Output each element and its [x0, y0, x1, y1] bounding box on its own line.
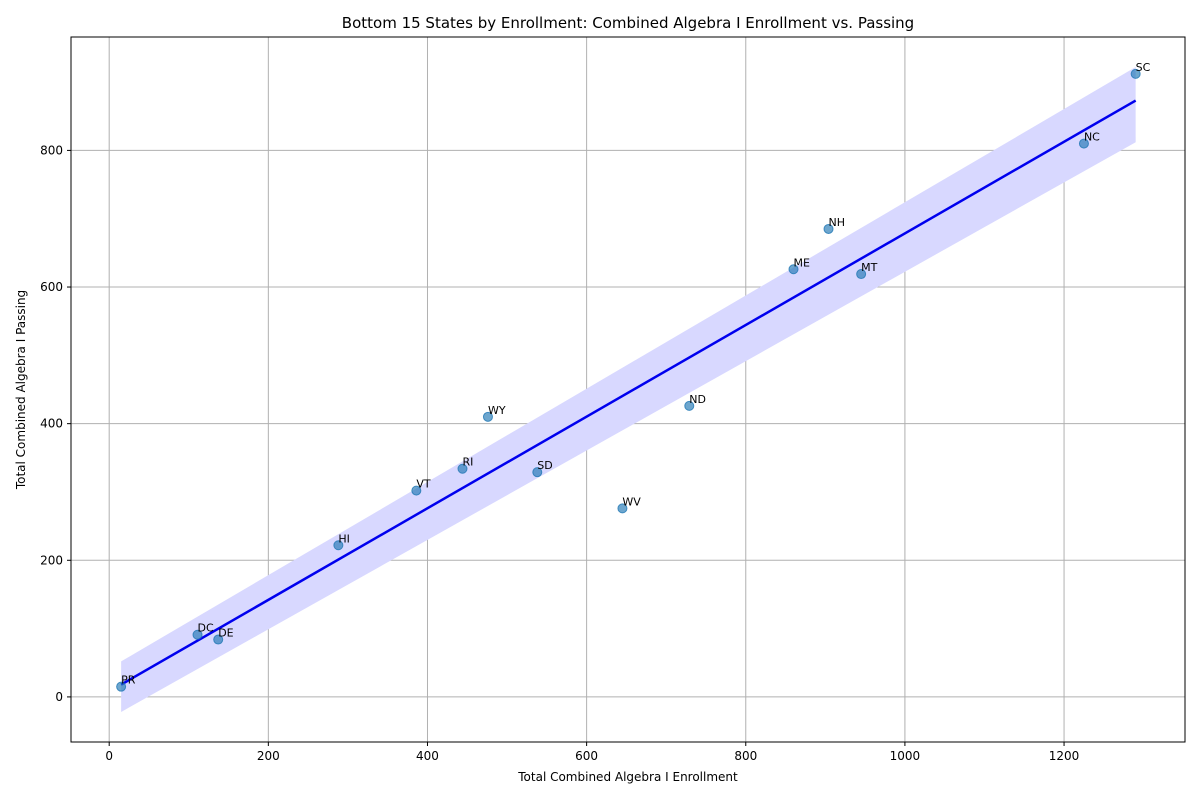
data-point-me	[788, 264, 799, 275]
data-point-nd	[684, 400, 695, 411]
data-point-hi	[333, 540, 344, 551]
regression-line	[120, 99, 1137, 686]
point-labels: PR DC DE HI VT RI WY SD WV ND ME NH MT NC SC	[121, 61, 1151, 687]
x-tick-label: 400	[416, 749, 439, 763]
data-point-pr	[116, 681, 127, 692]
y-tick-label: 600	[40, 280, 63, 294]
data-point-nc	[1078, 138, 1089, 149]
point-label-nd: ND	[689, 393, 706, 406]
data-point-mt	[856, 269, 867, 280]
point-label-wy: WY	[488, 404, 506, 417]
confidence-band	[121, 67, 1136, 712]
chart-title: Bottom 15 States by Enrollment: Combined…	[342, 14, 914, 32]
data-points	[116, 68, 1141, 692]
y-tick-label: 0	[55, 690, 63, 704]
point-label-nh: NH	[829, 216, 846, 229]
grid	[71, 37, 1185, 742]
point-label-nc: NC	[1084, 131, 1100, 144]
y-tick-label: 400	[40, 417, 63, 431]
point-label-hi: HI	[338, 532, 350, 545]
data-point-wv	[617, 503, 628, 514]
point-label-sc: SC	[1136, 61, 1151, 74]
y-tick-label: 200	[40, 553, 63, 567]
x-tick-label: 1000	[890, 749, 921, 763]
data-point-nh	[823, 223, 834, 234]
data-point-sc	[1130, 68, 1141, 79]
x-tick-label: 200	[257, 749, 280, 763]
data-point-ri	[457, 463, 468, 474]
data-point-dc	[192, 629, 203, 640]
data-point-wy	[482, 411, 493, 422]
data-point-de	[213, 634, 224, 645]
point-label-sd: SD	[537, 459, 552, 472]
regression-line-group	[120, 99, 1137, 686]
data-point-vt	[411, 485, 422, 496]
point-label-mt: MT	[861, 261, 877, 274]
data-point-sd	[532, 467, 543, 478]
x-tick-label: 1200	[1049, 749, 1080, 763]
y-tick-label: 800	[40, 143, 63, 157]
plot-frame	[70, 36, 1186, 743]
point-label-pr: PR	[121, 674, 136, 687]
x-tick-label: 600	[575, 749, 598, 763]
y-axis-label: Total Combined Algebra I Passing	[14, 290, 28, 490]
confidence-interval-band	[121, 67, 1136, 712]
x-tick-label: 0	[105, 749, 113, 763]
point-label-vt: VT	[416, 478, 431, 491]
point-label-me: ME	[794, 256, 810, 269]
point-label-dc: DC	[198, 622, 214, 635]
x-axis-label: Total Combined Algebra I Enrollment	[517, 770, 738, 784]
axis-ticks: 0 200 400 600 800 1000 1200 0 200 400 600 800	[40, 143, 1079, 763]
point-label-de: DE	[218, 627, 233, 640]
point-label-wv: WV	[622, 495, 641, 508]
x-tick-label: 800	[734, 749, 757, 763]
point-label-ri: RI	[462, 456, 473, 469]
